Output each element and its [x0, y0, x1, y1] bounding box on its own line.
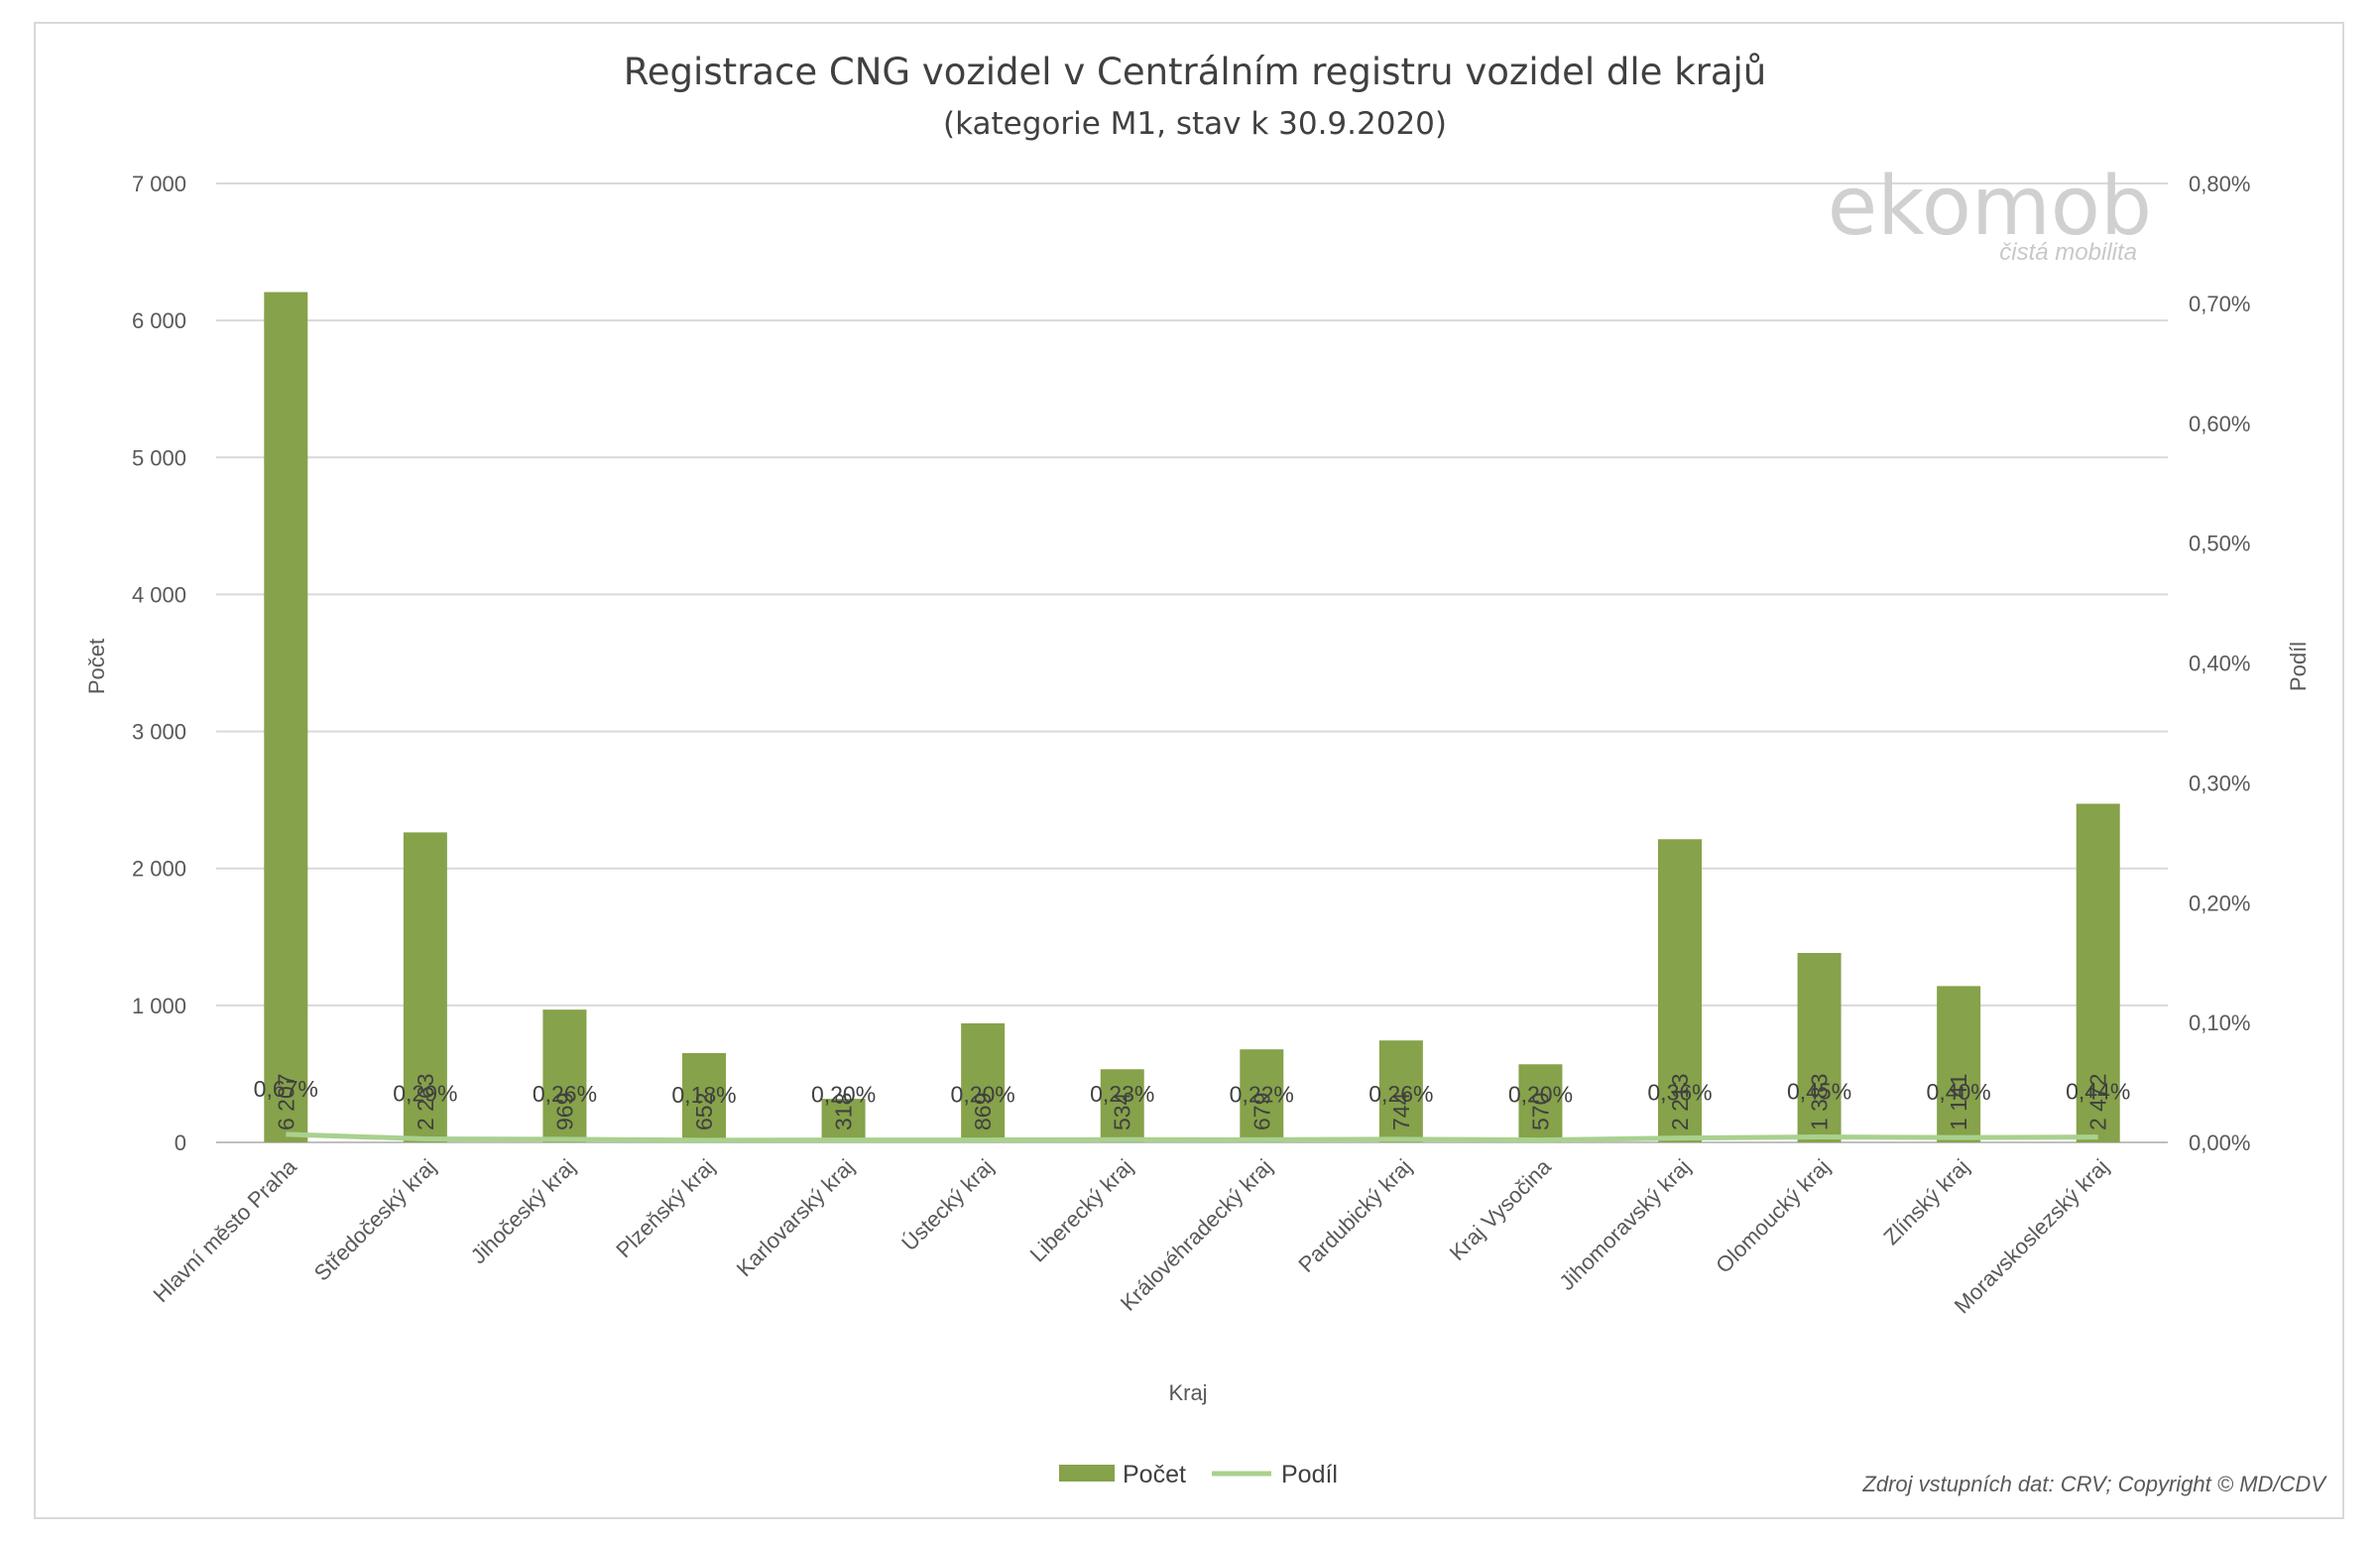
bar	[961, 1022, 1006, 1142]
bar	[403, 832, 447, 1142]
y-tick-label: 4 000	[132, 582, 186, 607]
share-label: 0,36%	[1647, 1080, 1712, 1106]
category-label: Moravskoslezský kraj	[1950, 1154, 2113, 1318]
y-axis-title: Počet	[84, 639, 109, 694]
bar	[1518, 1064, 1563, 1142]
bars	[264, 292, 2120, 1143]
logo-tagline: čistá mobilita	[1999, 239, 2137, 266]
y2-tick-label: 0,00%	[2189, 1130, 2250, 1155]
bar-value-label: 2 213	[1667, 1073, 1693, 1130]
share-label: 0,44%	[2066, 1079, 2130, 1105]
legend-swatch-count	[1059, 1465, 1115, 1482]
category-label: Zlínský kraj	[1878, 1154, 1973, 1249]
logo-wordmark: ekomob	[1828, 160, 2152, 254]
share-label: 0,40%	[1927, 1079, 1991, 1105]
y2-tick-label: 0,70%	[2189, 292, 2250, 316]
y-tick-label: 0	[175, 1130, 186, 1155]
share-labels: 0,67% 0,29% 0,26% 0,18% 0,20% 0,20% 0,23% 0,22%…	[254, 1076, 2131, 1108]
y2-axis-ticks: 0,00% 0,10% 0,20% 0,30% 0,40% 0,50% 0,60% 0,70%…	[2189, 172, 2250, 1155]
legend-label-share: Podíl	[1281, 1461, 1338, 1488]
bar-value-label: 744	[1388, 1092, 1414, 1130]
y2-tick-label: 0,30%	[2189, 771, 2250, 795]
bar	[1378, 1040, 1423, 1142]
y2-axis-title: Podíl	[2286, 642, 2311, 691]
bar-value-label: 1 141	[1946, 1073, 1971, 1130]
bar-value-label: 6 207	[273, 1073, 298, 1130]
y2-tick-label: 0,40%	[2189, 652, 2250, 676]
bar-value-label: 534	[1110, 1092, 1135, 1130]
bar	[2076, 803, 2120, 1142]
share-label: 0,23%	[1090, 1081, 1154, 1107]
category-label: Ústecký kraj	[896, 1154, 998, 1255]
share-label: 0,18%	[671, 1082, 736, 1108]
bar-value-label: 2 472	[2085, 1073, 2111, 1130]
category-label: Karlovarský kraj	[732, 1154, 859, 1281]
bar	[1658, 839, 1702, 1142]
bar-value-label: 1 383	[1807, 1073, 1833, 1130]
chart-title: Registrace CNG vozidel v Centrálním regi…	[624, 51, 1767, 93]
y-tick-label: 6 000	[132, 308, 186, 333]
x-axis-ticks: Hlavní město Praha Středočeský kraj Jihoče…	[149, 1153, 2114, 1318]
y-tick-label: 7 000	[132, 172, 186, 196]
y2-tick-label: 0,10%	[2189, 1010, 2250, 1035]
bar-value-label: 969	[551, 1093, 577, 1130]
category-label: Liberecký kraj	[1025, 1154, 1138, 1267]
bar	[821, 1099, 866, 1142]
bar	[682, 1052, 726, 1142]
y-tick-label: 3 000	[132, 720, 186, 745]
bar-labels: 6 207 2 263 969 652 318 869 534 679 744 570 2 213 1…	[273, 1073, 2110, 1130]
legend: Počet Podíl	[1059, 1461, 1338, 1488]
share-label: 0,67%	[254, 1076, 318, 1102]
bar	[542, 1010, 587, 1142]
y2-tick-label: 0,80%	[2189, 172, 2250, 196]
bar-value-label: 679	[1249, 1093, 1274, 1130]
x-axis-title: Kraj	[1168, 1380, 1207, 1405]
bar-value-label: 869	[970, 1093, 996, 1130]
category-label: Plzeňský kraj	[611, 1154, 719, 1262]
category-label: Královéhradecký kraj	[1116, 1154, 1277, 1316]
chart-subtitle: (kategorie M1, stav k 30.9.2020)	[943, 106, 1447, 142]
share-line-layer	[286, 1131, 2098, 1143]
y-tick-label: 1 000	[132, 994, 186, 1018]
category-label: Olomoucký kraj	[1711, 1154, 1835, 1278]
bar	[1240, 1049, 1284, 1142]
category-label: Jihočeský kraj	[466, 1154, 580, 1268]
share-label: 0,29%	[393, 1080, 457, 1106]
category-label: Kraj Vysočina	[1445, 1153, 1557, 1265]
source-note: Zdroj vstupních dat: CRV; Copyright © MD…	[1861, 1472, 2327, 1496]
y-tick-label: 5 000	[132, 445, 186, 470]
bar-value-label: 652	[691, 1093, 717, 1130]
share-line	[286, 1131, 2098, 1143]
gridlines	[216, 182, 2168, 1143]
share-label: 0,45%	[1787, 1079, 1851, 1105]
y2-tick-label: 0,20%	[2189, 891, 2250, 915]
share-label: 0,20%	[951, 1082, 1015, 1108]
chart-frame	[34, 22, 2344, 1519]
share-label: 0,22%	[1230, 1081, 1294, 1107]
y2-tick-label: 0,50%	[2189, 532, 2250, 556]
bar-value-label: 318	[831, 1093, 857, 1130]
bar	[264, 292, 308, 1143]
category-label: Pardubický kraj	[1293, 1154, 1416, 1277]
bar-value-label: 570	[1527, 1093, 1553, 1130]
bar-value-label: 2 263	[413, 1073, 438, 1130]
logo: ekomob čistá mobilita	[1828, 160, 2152, 266]
share-label: 0,20%	[1508, 1082, 1573, 1108]
legend-label-count: Počet	[1123, 1461, 1186, 1488]
bar	[1100, 1069, 1144, 1142]
share-label: 0,20%	[811, 1082, 876, 1108]
share-label: 0,26%	[533, 1081, 597, 1107]
bar	[1937, 986, 1981, 1142]
share-label: 0,26%	[1368, 1081, 1433, 1107]
category-label: Hlavní město Praha	[149, 1153, 302, 1307]
y-tick-label: 2 000	[132, 857, 186, 882]
y-axis-ticks: 0 1 000 2 000 3 000 4 000 5 000 6 000 7 000	[132, 172, 186, 1155]
y2-tick-label: 0,60%	[2189, 412, 2250, 436]
category-label: Středočeský kraj	[309, 1154, 441, 1286]
category-label: Jihomoravský kraj	[1554, 1154, 1695, 1295]
bar	[1797, 952, 1842, 1142]
